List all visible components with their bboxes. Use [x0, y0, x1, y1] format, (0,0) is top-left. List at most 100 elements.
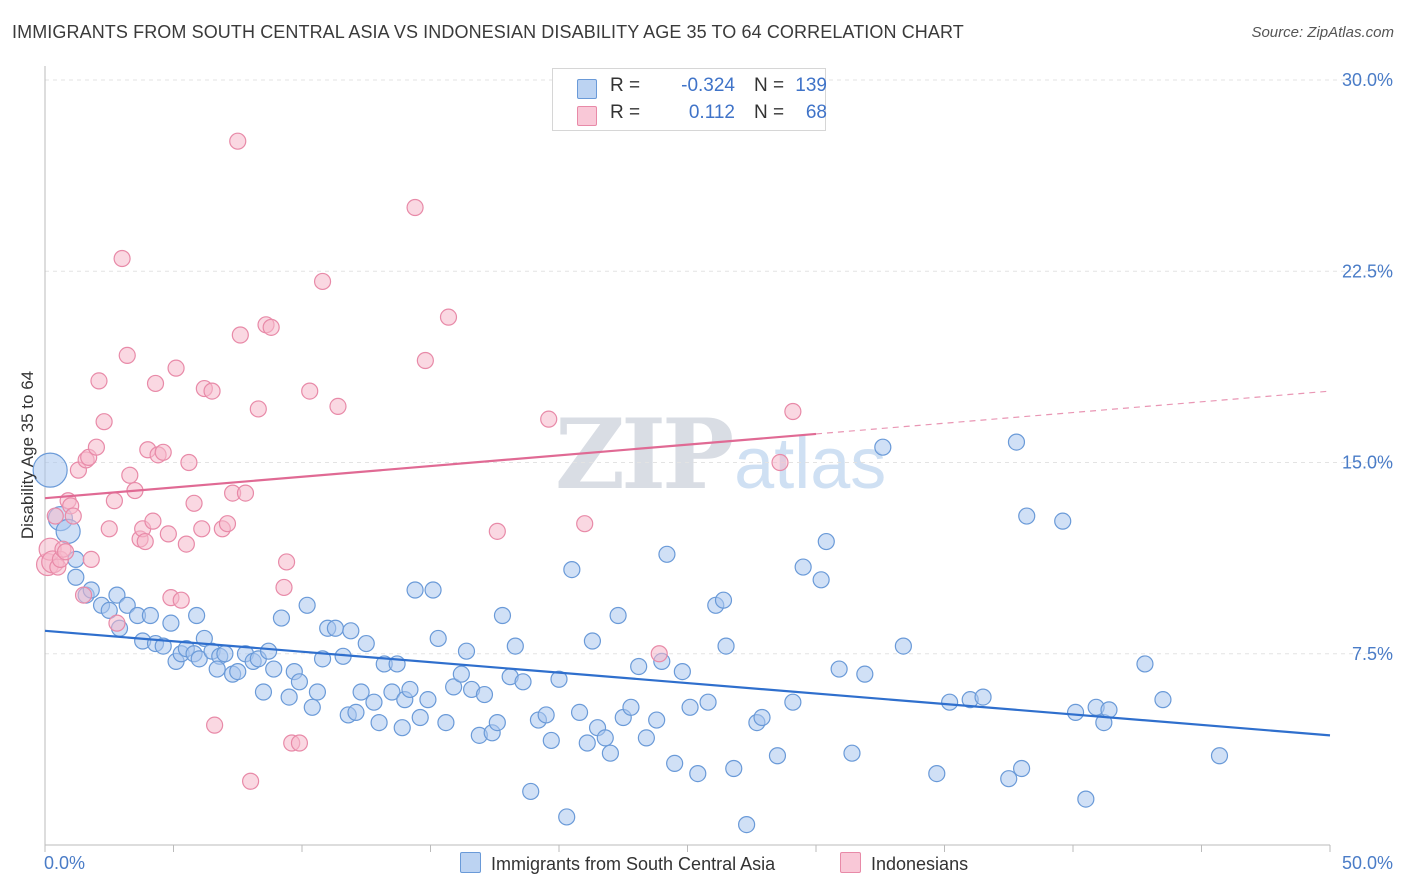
indonesians-point-18 — [95, 413, 113, 431]
indonesians-point-55 — [275, 578, 293, 597]
immigrants-point-114 — [874, 438, 892, 456]
immigrants-point-9 — [108, 586, 126, 604]
indonesians-point-34 — [159, 525, 177, 543]
immigrants-point-44 — [326, 619, 345, 637]
indonesians-point-59 — [301, 382, 319, 400]
indonesians-point-46 — [218, 515, 237, 533]
legend-r-label-2: R = — [610, 102, 641, 123]
immigrants-point-97 — [689, 764, 707, 783]
indonesians-point-7 — [56, 543, 75, 561]
immigrants-point-90 — [630, 657, 648, 676]
immigrants-point-83 — [583, 632, 602, 650]
immigrants-point-112 — [843, 744, 861, 762]
indonesians-point-24 — [121, 466, 139, 484]
y-axis-label: Disability Age 35 to 64 — [18, 371, 37, 539]
immigrants-point-137 — [342, 622, 360, 640]
immigrants-point-121 — [1012, 759, 1031, 778]
immigrants-point-109 — [812, 571, 830, 589]
immigrants-point-26 — [216, 645, 234, 663]
trend-lines — [44, 390, 1331, 737]
indonesians-point-58 — [290, 734, 309, 752]
immigrants-point-110 — [817, 532, 835, 551]
legend-swatch-pink — [577, 106, 597, 126]
x-tick-label-min: 0.0% — [44, 853, 85, 873]
indonesians-point-63 — [416, 351, 434, 370]
immigrants-point-82 — [578, 734, 596, 752]
watermark-atlas: atlas — [734, 424, 887, 504]
immigrants-point-87 — [609, 606, 627, 625]
indonesians-point-52 — [249, 400, 267, 418]
y-tick-label-3: 30.0% — [1342, 70, 1393, 90]
immigrants-point-93 — [658, 545, 676, 563]
immigrants-point-60 — [424, 581, 442, 599]
immigrants-point-98 — [699, 693, 717, 711]
legend-n-value-indonesians: 68 — [805, 102, 827, 123]
indonesians-point-23 — [118, 346, 136, 364]
trend-line-indonesians-dashed — [815, 390, 1331, 435]
immigrants-point-120 — [1007, 433, 1026, 451]
immigrants-point-86 — [601, 744, 620, 762]
chart-title: IMMIGRANTS FROM SOUTH CENTRAL ASIA VS IN… — [12, 22, 964, 42]
immigrants-point-22 — [190, 650, 208, 668]
indonesians-point-16 — [87, 438, 106, 456]
immigrants-point-108 — [794, 558, 812, 576]
watermark: ZIPatlas — [555, 398, 886, 511]
indonesians-point-43 — [203, 382, 221, 400]
immigrants-point-106 — [768, 747, 787, 765]
indonesians-point-10 — [64, 507, 82, 525]
bottom-legend-immigrants: Immigrants from South Central Asia — [460, 852, 775, 875]
indonesians-point-28 — [136, 532, 154, 551]
immigrants-point-74 — [522, 782, 540, 801]
indonesians-point-15 — [82, 550, 100, 569]
tick-labels: 7.5% 15.0% 22.5% 30.0% 0.0% 50.0% — [44, 70, 1393, 873]
trend-line-indonesians — [44, 432, 817, 500]
immigrants-point-101 — [717, 637, 735, 655]
immigrants-point-80 — [563, 560, 581, 579]
immigrants-point-70 — [488, 713, 506, 732]
indonesians-point-56 — [277, 553, 296, 571]
immigrants-point-115 — [894, 637, 912, 655]
legend-swatch-blue — [577, 79, 597, 99]
immigrants-point-71 — [493, 606, 512, 625]
immigrants-point-79 — [558, 808, 576, 826]
immigrants-point-117 — [941, 693, 959, 711]
immigrants-point-116 — [928, 764, 946, 783]
immigrants-point-91 — [637, 729, 655, 747]
series-indonesians-points — [35, 132, 802, 790]
indonesians-point-33 — [154, 443, 172, 461]
immigrants-point-64 — [452, 665, 470, 683]
immigrants-point-85 — [596, 729, 614, 747]
indonesians-point-30 — [144, 512, 162, 530]
immigrants-point-100 — [714, 591, 733, 609]
bottom-legend-swatch-blue — [460, 852, 481, 873]
source-label: Source: ZipAtlas.com — [1251, 24, 1394, 41]
immigrants-point-89 — [622, 698, 640, 716]
immigrants-point-17 — [162, 614, 180, 632]
indonesians-point-64 — [439, 308, 458, 326]
immigrants-point-4 — [67, 568, 85, 586]
y-tick-label-0: 7.5% — [1352, 644, 1393, 664]
immigrants-point-122 — [1018, 507, 1036, 525]
indonesians-point-50 — [236, 484, 255, 502]
y-tick-label-2: 22.5% — [1342, 261, 1393, 281]
bottom-legend-indonesians: Indonesians — [840, 852, 968, 875]
immigrants-point-65 — [457, 642, 476, 660]
indonesians-point-12 — [74, 586, 93, 604]
immigrants-point-56 — [401, 680, 419, 699]
immigrants-point-135 — [974, 688, 992, 706]
legend-n-value-immigrants: 139 — [795, 75, 827, 96]
indonesians-point-39 — [180, 453, 198, 472]
legend-r-label: R = — [610, 75, 641, 96]
immigrants-point-125 — [1077, 790, 1095, 808]
indonesians-point-68 — [650, 645, 668, 663]
indonesians-point-32 — [146, 374, 165, 393]
immigrants-point-0 — [32, 452, 68, 488]
immigrants-point-103 — [738, 815, 756, 834]
immigrants-point-78 — [550, 670, 568, 688]
indonesians-point-54 — [262, 318, 280, 336]
immigrants-point-34 — [265, 660, 283, 678]
immigrants-point-129 — [1136, 655, 1154, 673]
indonesians-point-67 — [576, 515, 594, 533]
immigrants-point-42 — [313, 650, 332, 668]
